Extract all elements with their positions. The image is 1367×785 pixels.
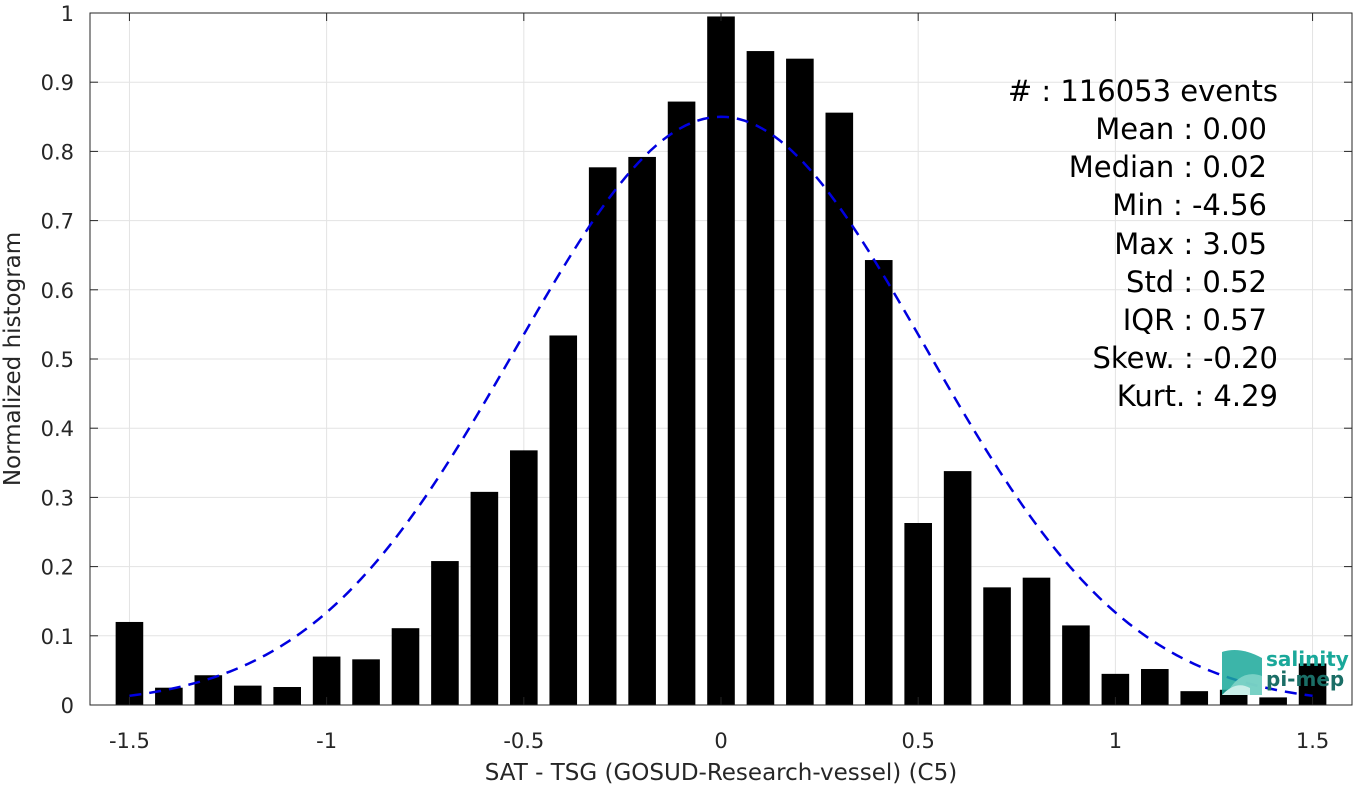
histogram-bar — [1141, 669, 1169, 705]
histogram-bar — [825, 112, 854, 705]
x-tick-label: 1.5 — [1296, 729, 1329, 753]
stat-skewness: Skew. : -0.20 — [1092, 341, 1278, 375]
histogram-bar — [155, 687, 183, 705]
histogram-bars — [115, 16, 1327, 706]
y-tick-label: 0.5 — [41, 348, 74, 372]
histogram-bar — [1062, 625, 1090, 705]
y-tick-label: 0.8 — [41, 140, 74, 164]
x-tick-label: -0.5 — [503, 729, 544, 753]
histogram-bar — [628, 156, 656, 705]
x-tick-label: 0 — [714, 729, 727, 753]
stat-mean: Mean : 0.00 — [1095, 112, 1267, 146]
x-axis-ticks: -1.5 -1 -0.5 0 0.5 1 1.5 — [109, 13, 1329, 753]
gaussian-fit-curve — [129, 115, 1313, 698]
histogram-bar — [904, 523, 932, 705]
stat-max: Max : 3.05 — [1114, 227, 1267, 261]
x-tick-label: -1.5 — [109, 729, 150, 753]
histogram-bar — [312, 656, 341, 705]
histogram-bar — [864, 260, 893, 705]
histogram-bar — [510, 450, 538, 705]
logo-line2: pi-mep — [1266, 667, 1344, 691]
histogram-bar — [1180, 691, 1209, 705]
histogram-bar — [983, 587, 1011, 705]
logo-line1: salinity — [1266, 647, 1349, 671]
histogram-bar — [115, 621, 144, 705]
statistics-annotation: # : 116053 events Mean : 0.00 Median : 0… — [1008, 74, 1278, 413]
y-tick-label: 0.2 — [41, 556, 74, 580]
histogram-bar — [667, 101, 696, 706]
stat-kurtosis: Kurt. : 4.29 — [1117, 379, 1278, 413]
histogram-bar — [943, 471, 972, 705]
histogram-bar — [1022, 577, 1051, 705]
stat-iqr: IQR : 0.57 — [1123, 303, 1267, 337]
histogram-bar — [549, 335, 578, 705]
histogram-bar — [391, 628, 420, 705]
histogram-bar — [786, 58, 814, 706]
stat-min: Min : -4.56 — [1112, 188, 1267, 222]
histogram-bar — [431, 561, 459, 705]
histogram-bar — [273, 687, 301, 705]
histogram-bar — [1259, 697, 1287, 705]
x-axis-label: SAT - TSG (GOSUD-Research-vessel) (C5) — [485, 760, 957, 785]
y-axis-label: Normalized histogram — [0, 232, 26, 486]
y-tick-label: 0.1 — [41, 625, 74, 649]
y-tick-label: 0.6 — [41, 279, 74, 303]
histogram-bar — [470, 491, 499, 705]
event-count: # : 116053 events — [1008, 74, 1278, 108]
stat-std: Std : 0.52 — [1126, 265, 1267, 299]
stat-median: Median : 0.02 — [1069, 150, 1267, 184]
histogram-bar — [746, 51, 775, 706]
histogram-bar — [233, 685, 262, 705]
x-tick-label: 0.5 — [901, 729, 934, 753]
y-tick-label: 0.7 — [41, 210, 74, 234]
y-tick-label: 0.3 — [41, 486, 74, 510]
histogram-bar — [588, 167, 617, 706]
x-tick-label: 1 — [1109, 729, 1122, 753]
y-tick-label: 0 — [61, 694, 74, 718]
histogram-bar — [352, 659, 380, 705]
histogram-bar — [707, 16, 735, 705]
y-axis-ticks: 0 0.1 0.2 0.3 0.4 0.5 0.6 0.7 0.8 0.9 1 — [41, 2, 1352, 718]
y-tick-label: 0.4 — [41, 417, 74, 441]
y-tick-label: 1 — [61, 2, 74, 26]
y-tick-label: 0.9 — [41, 71, 74, 95]
salinity-pimep-logo: salinity pi-mep — [1222, 647, 1349, 695]
x-tick-label: -1 — [316, 729, 337, 753]
